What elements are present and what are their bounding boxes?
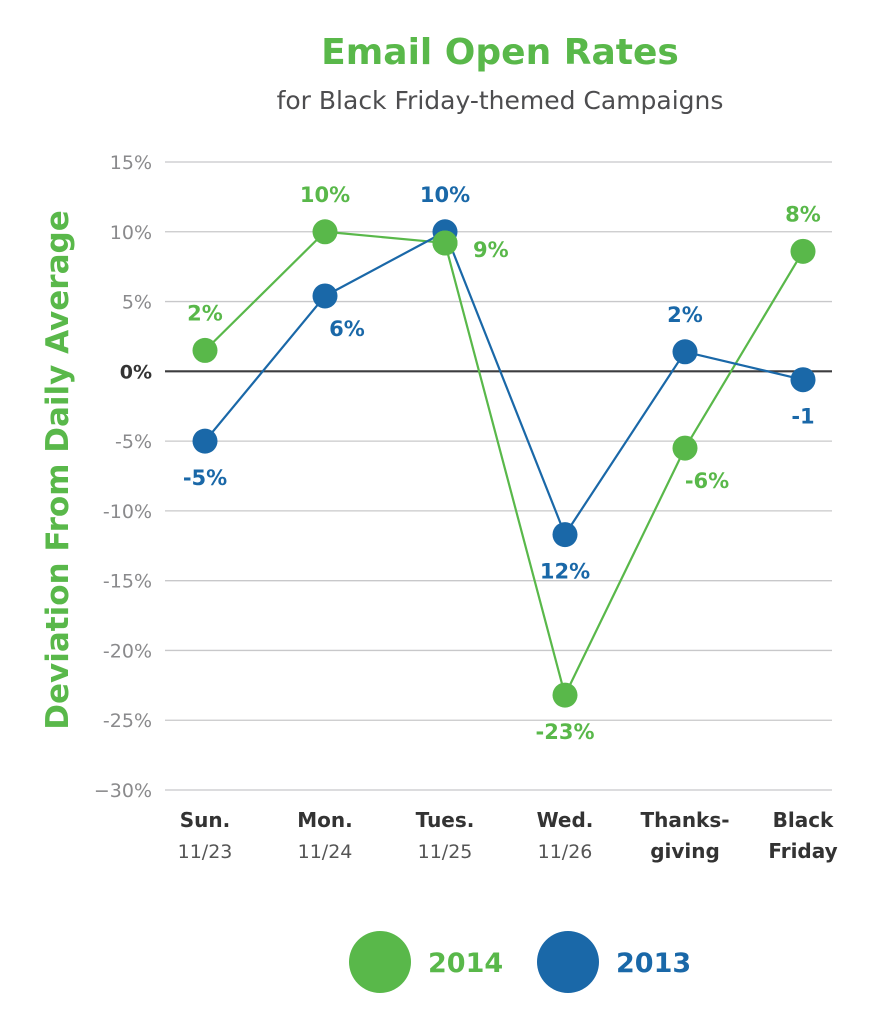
data-label-2013: -1 <box>791 405 814 429</box>
data-point-2013 <box>312 283 338 309</box>
data-label-2013: 6% <box>329 317 365 341</box>
y-tick-label: 15% <box>110 152 152 174</box>
y-tick-label: 5% <box>122 292 152 314</box>
data-point-2014 <box>552 682 578 708</box>
y-axis-ticks: 15% 10% 5% 0% -5% -10% -15% -20% -25% −30% <box>94 152 152 802</box>
x-tick-sublabel: 11/26 <box>538 841 593 863</box>
legend-swatch-2013 <box>537 931 599 993</box>
x-tick-sublabel: 11/23 <box>178 841 233 863</box>
series-lines <box>204 230 804 697</box>
data-point-2014 <box>432 230 458 256</box>
series-line-2014 <box>204 230 804 697</box>
x-tick-sublabel: 11/25 <box>418 841 473 863</box>
data-point-2013 <box>552 522 578 548</box>
x-axis-ticks: Sun. 11/23 Mon. 11/24 Tues. 11/25 Wed. 11/26 Tha… <box>178 808 838 863</box>
data-label-2013: 10% <box>420 183 470 207</box>
y-tick-label: -10% <box>103 501 152 523</box>
data-point-2014 <box>790 238 816 264</box>
x-tick-label: Wed. <box>537 808 594 832</box>
y-tick-label: 10% <box>110 222 152 244</box>
legend-label-2013: 2013 <box>616 948 691 979</box>
chart-subtitle: for Black Friday-themed Campaigns <box>277 86 724 115</box>
data-point-2013 <box>672 339 698 365</box>
x-tick-sublabel: Friday <box>768 839 837 863</box>
legend-swatch-2014 <box>349 931 411 993</box>
data-label-2014: 8% <box>785 202 821 226</box>
x-tick-label: Sun. <box>180 808 230 832</box>
y-tick-label: -5% <box>115 431 152 453</box>
data-label-2014: 2% <box>187 301 223 325</box>
x-tick-label: Thanks- <box>640 808 729 832</box>
series-line-2013 <box>204 230 804 536</box>
x-tick-label: Mon. <box>297 808 352 832</box>
legend-label-2014: 2014 <box>428 948 503 979</box>
data-labels: 2% 10% 9% -23% -6% 8% -5% 6% 10% 12% 2% -1 <box>183 183 821 744</box>
x-tick-sublabel: 11/24 <box>298 841 353 863</box>
data-point-2013 <box>790 367 816 393</box>
x-tick-label: Tues. <box>416 808 475 832</box>
y-tick-label: -25% <box>103 710 152 732</box>
data-point-2014 <box>192 337 218 363</box>
data-point-2014 <box>672 435 698 461</box>
y-tick-label: −30% <box>94 780 152 802</box>
data-point-2013 <box>192 428 218 454</box>
data-label-2014: -6% <box>685 469 729 493</box>
data-label-2013: 2% <box>667 303 703 327</box>
y-tick-label: 0% <box>120 361 152 383</box>
chart-title: Email Open Rates <box>321 32 679 73</box>
y-tick-label: -20% <box>103 640 152 662</box>
data-label-2013: -5% <box>183 466 227 490</box>
y-axis-label: Deviation From Daily Average <box>40 210 76 729</box>
data-label-2014: 9% <box>473 238 509 262</box>
data-label-2013: 12% <box>540 560 590 584</box>
data-label-2014: 10% <box>300 183 350 207</box>
data-label-2014: -23% <box>536 720 595 744</box>
data-points <box>192 219 816 708</box>
x-tick-label: Black <box>773 808 834 832</box>
data-point-2014 <box>312 219 338 245</box>
legend: 2014 2013 <box>349 931 691 993</box>
y-tick-label: -15% <box>103 571 152 593</box>
x-tick-sublabel: giving <box>650 839 720 863</box>
